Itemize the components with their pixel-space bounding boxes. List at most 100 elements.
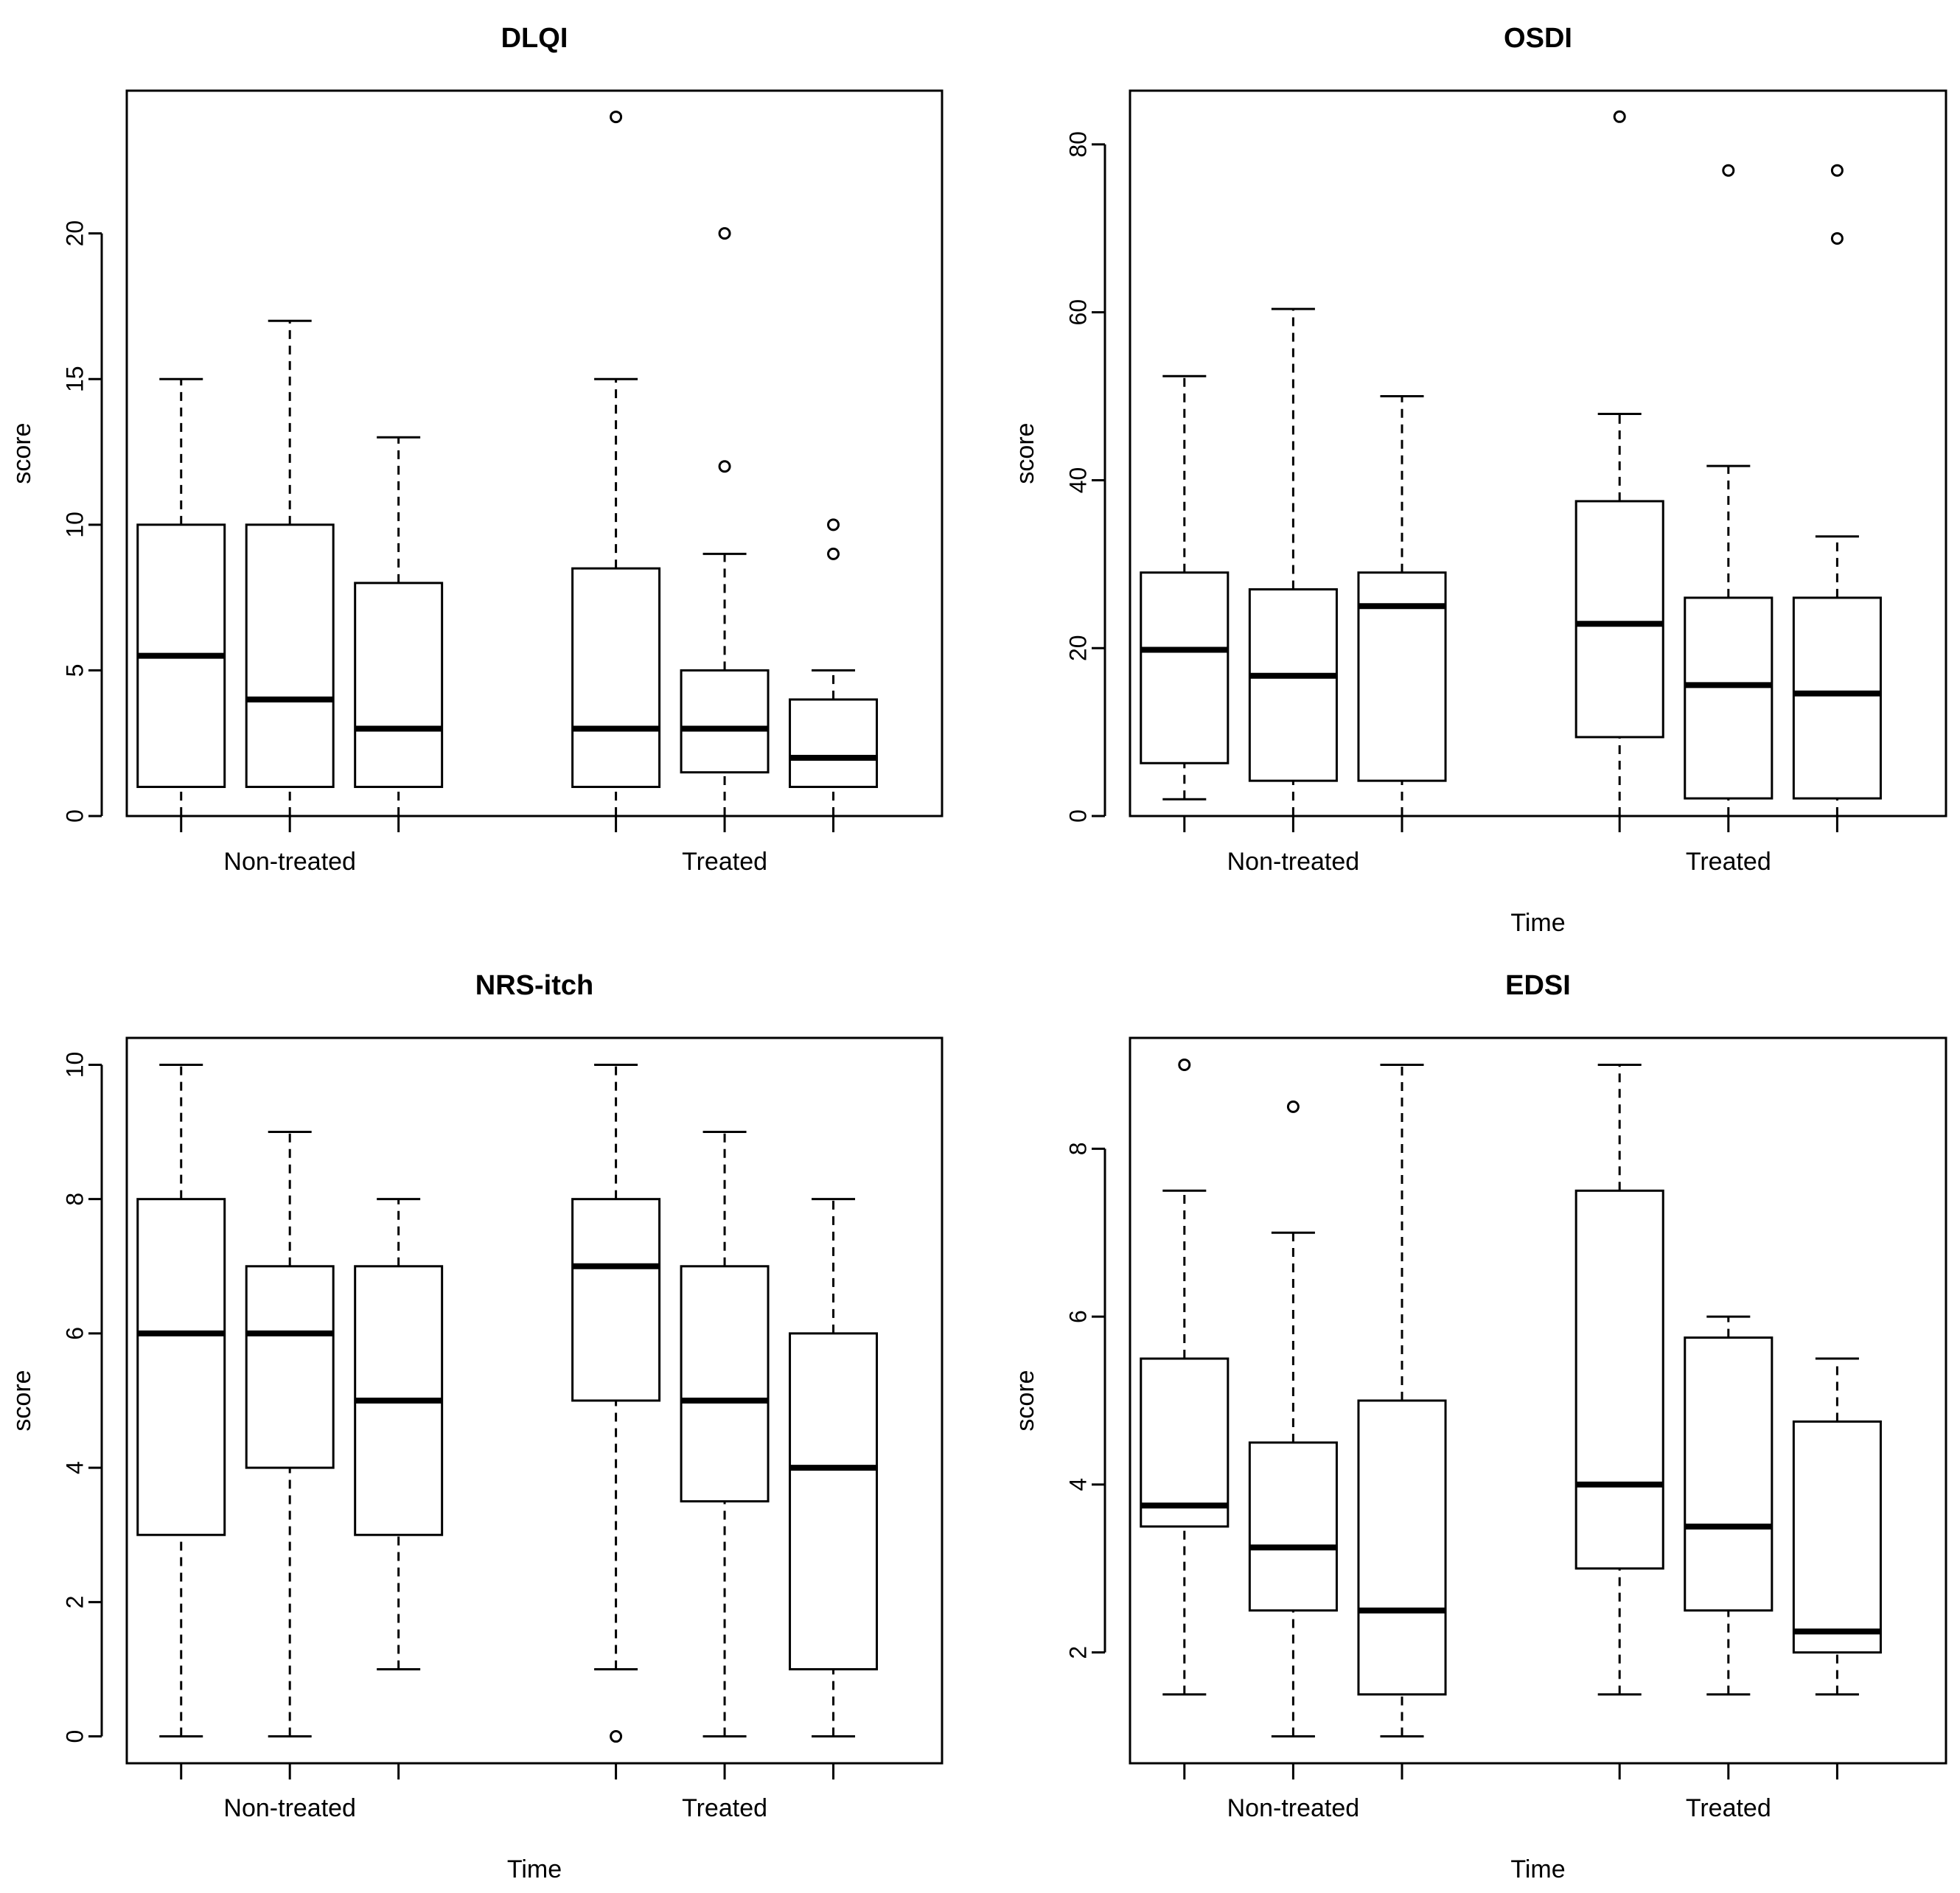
box-iqr bbox=[1574, 1189, 1664, 1570]
x-axis-label: Time bbox=[1510, 1855, 1565, 1883]
box-iqr bbox=[354, 582, 444, 788]
box-iqr bbox=[1684, 596, 1774, 800]
box-iqr bbox=[1684, 1336, 1774, 1612]
y-tick-label: 0 bbox=[61, 1730, 88, 1743]
y-tick-label: 15 bbox=[61, 366, 88, 392]
box-4 bbox=[571, 1063, 661, 1743]
box-2 bbox=[1248, 1100, 1338, 1738]
y-tick-label: 20 bbox=[61, 220, 88, 247]
box-iqr bbox=[1248, 1441, 1338, 1612]
outlier-point bbox=[1830, 164, 1844, 177]
x-axis-label: Time bbox=[507, 1855, 562, 1883]
y-axis-label: score bbox=[1011, 1370, 1039, 1431]
y-tick-label: 5 bbox=[61, 664, 88, 677]
outlier-point bbox=[1286, 1100, 1300, 1113]
box-iqr bbox=[1792, 1420, 1882, 1654]
panel-title: EDSI bbox=[1505, 970, 1571, 1001]
y-tick-label: 6 bbox=[1064, 1310, 1091, 1323]
plot-frame bbox=[1129, 89, 1947, 817]
x-group-label: Non-treated bbox=[223, 848, 356, 876]
y-tick-label: 4 bbox=[61, 1461, 88, 1474]
box-1 bbox=[1140, 1058, 1230, 1696]
outlier-point bbox=[718, 460, 731, 473]
box-6 bbox=[789, 1198, 879, 1738]
x-group-label: Treated bbox=[1686, 1794, 1771, 1822]
outlier-point bbox=[610, 111, 623, 124]
box-2 bbox=[245, 319, 335, 817]
outlier-point bbox=[827, 518, 840, 531]
box-iqr bbox=[136, 1198, 226, 1536]
x-group-label: Non-treated bbox=[1227, 1794, 1360, 1822]
box-6 bbox=[789, 518, 879, 817]
y-axis-label: score bbox=[8, 422, 36, 484]
y-tick-label: 2 bbox=[1064, 1646, 1091, 1659]
box-iqr bbox=[680, 669, 770, 774]
box-iqr bbox=[1792, 596, 1882, 800]
x-group-label: Treated bbox=[1686, 848, 1771, 876]
box-5 bbox=[1684, 1315, 1774, 1696]
y-tick-label: 10 bbox=[61, 1052, 88, 1078]
y-tick-label: 4 bbox=[1064, 1478, 1091, 1491]
y-tick-label: 20 bbox=[1064, 635, 1091, 661]
outlier-point bbox=[610, 1730, 623, 1743]
box-iqr bbox=[789, 698, 879, 788]
outlier-point bbox=[1722, 164, 1735, 177]
box-3 bbox=[354, 1198, 444, 1670]
box-1 bbox=[1140, 374, 1230, 801]
x-group-label: Non-treated bbox=[223, 1794, 356, 1822]
outlier-point bbox=[1613, 110, 1626, 123]
panel-osdi: OSDI 0 20 40 60 80 score Non-treated Treated Time bbox=[1011, 23, 1947, 937]
x-group-label: Treated bbox=[682, 1794, 767, 1822]
y-tick-label: 2 bbox=[61, 1595, 88, 1608]
box-iqr bbox=[571, 567, 661, 788]
box-iqr bbox=[680, 1265, 770, 1503]
box-iqr bbox=[571, 1198, 661, 1402]
y-tick-label: 8 bbox=[61, 1193, 88, 1206]
box-4 bbox=[1574, 1063, 1664, 1696]
box-2 bbox=[245, 1131, 335, 1738]
box-iqr bbox=[1357, 1399, 1447, 1696]
box-3 bbox=[1357, 395, 1447, 817]
box-iqr bbox=[1140, 1357, 1230, 1528]
x-axis-label: Time bbox=[1510, 909, 1565, 937]
plot-frame bbox=[1129, 1036, 1947, 1765]
box-iqr bbox=[245, 523, 335, 788]
box-2 bbox=[1248, 307, 1338, 817]
box-3 bbox=[354, 436, 444, 817]
y-tick-label: 0 bbox=[1064, 809, 1091, 823]
box-1 bbox=[136, 1063, 226, 1738]
outlier-point bbox=[827, 547, 840, 560]
y-tick-label: 60 bbox=[1064, 299, 1091, 326]
y-axis-label: score bbox=[8, 1370, 36, 1431]
box-5 bbox=[680, 1131, 770, 1738]
outlier-point bbox=[718, 227, 731, 240]
outlier-point bbox=[1178, 1058, 1191, 1071]
x-group-label: Non-treated bbox=[1227, 848, 1360, 876]
box-5 bbox=[1684, 164, 1774, 817]
box-iqr bbox=[1140, 571, 1230, 764]
panel-title: DLQI bbox=[501, 23, 568, 54]
outlier-point bbox=[1830, 231, 1844, 245]
box-iqr bbox=[789, 1332, 879, 1670]
x-group-label: Treated bbox=[682, 848, 767, 876]
y-tick-label: 40 bbox=[1064, 467, 1091, 494]
panel-nrs-itch: NRS-itch 0 2 4 6 8 10 score Non-treated Treated Ti… bbox=[8, 970, 944, 1883]
plot-frame bbox=[125, 89, 944, 817]
y-tick-label: 10 bbox=[61, 512, 88, 538]
box-6 bbox=[1792, 164, 1882, 817]
box-iqr bbox=[1574, 500, 1664, 739]
plot-frame bbox=[125, 1036, 944, 1765]
panel-edsi: EDSI 2 4 6 8 score Non-treated Treated Time bbox=[1011, 970, 1947, 1883]
box-4 bbox=[571, 111, 661, 817]
box-4 bbox=[1574, 110, 1664, 817]
box-5 bbox=[680, 227, 770, 817]
y-tick-label: 6 bbox=[61, 1327, 88, 1340]
box-iqr bbox=[1248, 588, 1338, 782]
panel-title: OSDI bbox=[1504, 23, 1572, 54]
box-6 bbox=[1792, 1357, 1882, 1696]
y-tick-label: 0 bbox=[61, 809, 88, 823]
panel-title: NRS-itch bbox=[475, 970, 593, 1001]
box-3 bbox=[1357, 1063, 1447, 1738]
y-tick-label: 80 bbox=[1064, 131, 1091, 158]
